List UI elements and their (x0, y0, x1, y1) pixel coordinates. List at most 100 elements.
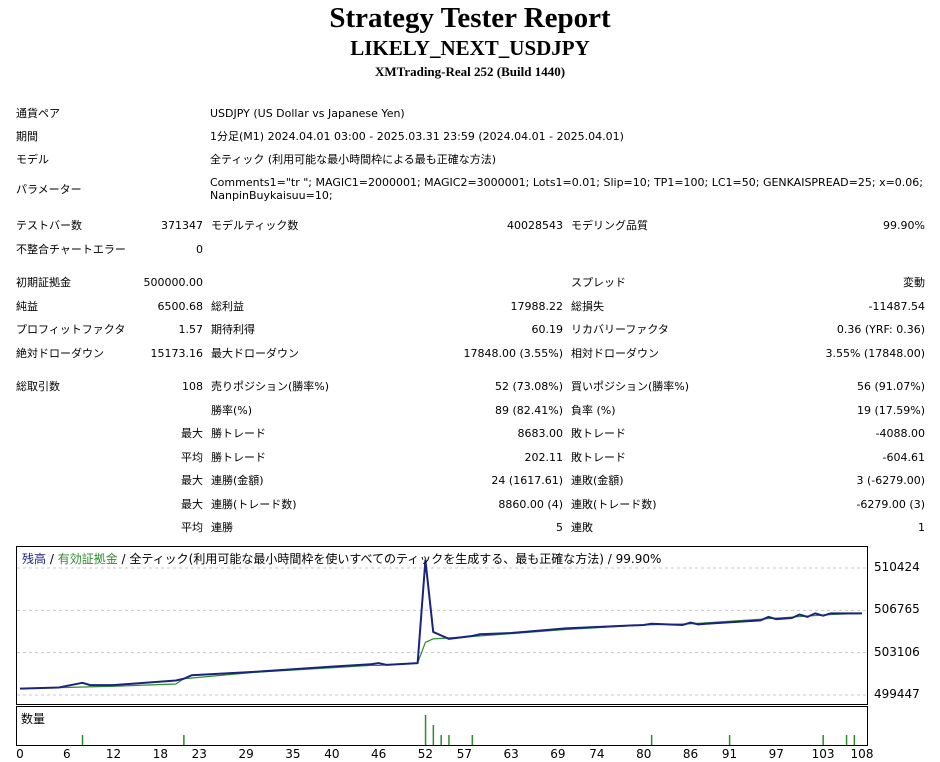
quality-value: 99.90% (883, 219, 925, 232)
winrate-value: 89 (82.41%) (494, 404, 563, 417)
x-tick-label: 52 (417, 747, 434, 761)
x-tick-label: 6 (62, 747, 71, 761)
spread-value: 変動 (903, 276, 925, 289)
row-params: パラメーター Comments1="tr "; MAGIC1=2000001; … (0, 176, 940, 205)
cons-profit-value: 8860.00 (4) (498, 498, 563, 511)
volume-chart: 数量 (16, 706, 868, 746)
y-tick-label: 499447 (874, 687, 920, 701)
legend-sep-2: / (117, 552, 130, 566)
total-trades-value: 108 (182, 380, 203, 393)
symbol-label: 通貨ペア (16, 107, 60, 120)
row-errors: 不整合チャートエラー 0 (0, 241, 940, 258)
short-label: 売りポジション(勝率%) (211, 380, 330, 393)
errors-label: 不整合チャートエラー (16, 243, 126, 256)
net-label: 純益 (16, 300, 38, 313)
avg-prefix: 平均 (181, 451, 203, 464)
row-bars: テストバー数 371347 モデルティック数 40028543 モデリング品質 … (0, 217, 940, 234)
max-dd-label: 最大ドローダウン (211, 347, 299, 360)
lossrate-label: 負率 (%) (571, 404, 616, 417)
avg-loss-value: -604.61 (882, 451, 925, 464)
row-period: 期間 1分足(M1) 2024.04.01 03:00 - 2025.03.31… (0, 128, 940, 145)
volume-bar (471, 735, 474, 745)
max-prefix-2: 最大 (181, 474, 203, 487)
avg-prefix-2: 平均 (181, 521, 203, 534)
max-win-label: 勝トレード (211, 427, 266, 440)
equity-line (19, 612, 863, 690)
row-total-trades: 総取引数 108 売りポジション(勝率%) 52 (73.08%) 買いポジショ… (0, 378, 940, 395)
pf-label: プロフィットファクタ (16, 323, 126, 336)
payoff-label: 期待利得 (211, 323, 255, 336)
x-tick-label: 80 (636, 747, 652, 761)
x-tick-label: 12 (105, 747, 122, 761)
rf-label: リカバリーファクタ (571, 323, 669, 336)
deposit-value: 500000.00 (143, 276, 204, 289)
volume-bar (424, 715, 427, 745)
volume-bar (650, 735, 653, 745)
volume-bar (845, 735, 848, 745)
row-model: モデル 全ティック (利用可能な最小時間枠による最も正確な方法) (0, 151, 940, 168)
x-tick-label: 103 (811, 747, 835, 761)
server-build: XMTrading-Real 252 (Build 1440) (374, 64, 566, 79)
y-tick-label: 503106 (874, 644, 920, 659)
avg-cons-win-label: 連勝 (211, 521, 233, 534)
max-dd-value: 17848.00 (3.55%) (463, 347, 563, 360)
net-value: 6500.68 (157, 300, 204, 313)
row-symbol: 通貨ペア USDJPY (US Dollar vs Japanese Yen) (0, 105, 940, 122)
balance-legend: 残高 (22, 552, 47, 566)
report-title: Strategy Tester Report (329, 2, 611, 34)
volume-bar (183, 735, 185, 745)
row-cons-trades: 最大 連勝(トレード数) 8860.00 (4) 連敗(トレード数) -6279… (0, 496, 940, 513)
cons-profit-label: 連勝(トレード数) (211, 498, 297, 511)
short-value: 52 (73.08%) (494, 380, 563, 393)
cons-loss-label: 連敗(トレード数) (571, 498, 657, 511)
row-winrate: 勝率(%) 89 (82.41%) 負率 (%) 19 (17.59%) (0, 402, 940, 419)
row-avg-cons: 平均 連勝 5 連敗 1 (0, 519, 940, 536)
max-win-value: 8683.00 (517, 427, 564, 440)
cons-loss-amt-label: 連敗(金額) (571, 474, 624, 487)
row-pf: プロフィットファクタ 1.57 期待利得 60.19 リカバリーファクタ 0.3… (0, 321, 940, 338)
x-tick-label: 23 (191, 747, 207, 761)
params-label: パラメーター (16, 183, 82, 196)
gross-loss-value: -11487.54 (868, 300, 925, 313)
bars-label: テストバー数 (16, 219, 82, 232)
total-trades-label: 総取引数 (16, 380, 60, 393)
rel-dd-value: 3.55% (17848.00) (825, 347, 925, 360)
spread-label: スプレッド (571, 276, 626, 289)
row-cons-amount: 最大 連勝(金額) 24 (1617.61) 連敗(金額) 3 (-6279.0… (0, 472, 940, 489)
max-loss-label: 敗トレード (571, 427, 626, 440)
period-value: 1分足(M1) 2024.04.01 03:00 - 2025.03.31 23… (210, 130, 624, 143)
volume-chart-plot (81, 715, 856, 745)
ea-name: LIKELY_NEXT_USDJPY (350, 36, 590, 60)
x-tick-label: 35 (285, 747, 301, 761)
x-tick-label: 46 (370, 747, 387, 761)
rf-value: 0.36 (YRF: 0.36) (836, 323, 925, 336)
max-prefix-3: 最大 (181, 498, 203, 511)
avg-loss-label: 敗トレード (571, 451, 626, 464)
balance-chart-plot (17, 559, 867, 696)
x-tick-label: 57 (456, 747, 473, 761)
symbol-value: USDJPY (US Dollar vs Japanese Yen) (210, 107, 405, 120)
max-loss-value: -4088.00 (875, 427, 925, 440)
volume-bar (822, 735, 824, 745)
x-tick-label: 63 (503, 747, 519, 761)
x-tick-label: 91 (721, 747, 738, 761)
x-tick-label: 40 (324, 747, 340, 761)
volume-bar (728, 735, 731, 745)
x-tick-label: 0 (16, 747, 24, 761)
volume-bar (81, 735, 84, 745)
errors-value: 0 (196, 243, 203, 256)
bars-value: 371347 (161, 219, 203, 232)
row-max-trade: 最大 勝トレード 8683.00 敗トレード -4088.00 (0, 425, 940, 442)
row-net: 純益 6500.68 総利益 17988.22 総損失 -11487.54 (0, 298, 940, 315)
quality-label: モデリング品質 (571, 219, 648, 232)
x-tick-label: 18 (152, 747, 168, 761)
y-tick-label: 506765 (874, 602, 920, 617)
chart-description: 全ティック(利用可能な最小時間枠を使いすべてのティックを生成する、最も正確な方法… (129, 552, 662, 566)
row-drawdown: 絶対ドローダウン 15173.16 最大ドローダウン 17848.00 (3.5… (0, 345, 940, 362)
avg-cons-loss-label: 連敗 (571, 521, 593, 534)
equity-legend: 有効証拠金 (57, 552, 118, 566)
volume-bar (448, 735, 450, 745)
x-tick-label: 97 (768, 747, 784, 761)
y-tick-label: 510424 (874, 559, 920, 574)
avg-win-label: 勝トレード (211, 451, 266, 464)
